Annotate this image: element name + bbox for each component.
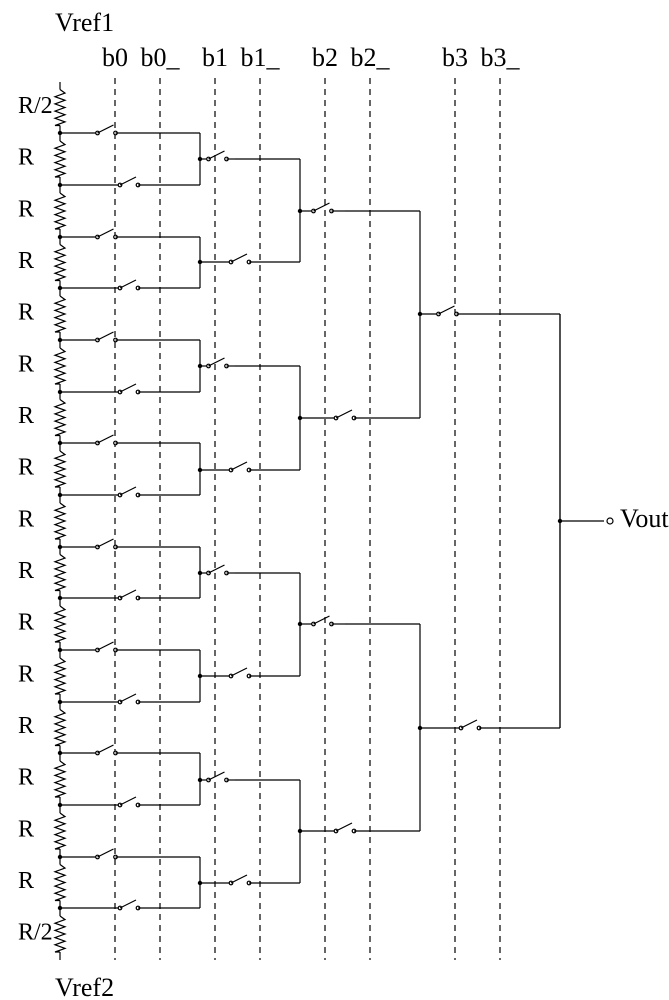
resistor-label: R/2 xyxy=(18,93,53,119)
resistor-label: R xyxy=(18,248,34,274)
resistor-label: R xyxy=(18,558,34,584)
bit-column-label: b2 xyxy=(312,43,338,72)
vout-label: Vout xyxy=(620,504,669,533)
resistor-label: R xyxy=(18,300,34,326)
resistor-label: R xyxy=(18,197,34,223)
vref2-label: Vref2 xyxy=(55,973,114,1000)
resistor-label: R xyxy=(18,817,34,843)
bit-column-label: b1 xyxy=(202,43,228,72)
resistor-label: R xyxy=(18,403,34,429)
resistor-label: R xyxy=(18,352,34,378)
resistor-label: R xyxy=(18,765,34,791)
vout-terminal xyxy=(607,518,613,524)
resistor-label: R xyxy=(18,713,34,739)
bit-column-label: b3_ xyxy=(481,43,521,72)
dac-circuit-diagram: b0b0_b1b1_b2b2_b3b3_Vref1Vref2R/2RRRRRRR… xyxy=(0,0,669,1000)
resistor-label: R xyxy=(18,662,34,688)
bit-column-label: b0_ xyxy=(141,43,181,72)
bit-column-label: b2_ xyxy=(351,43,391,72)
bit-column-label: b3 xyxy=(442,43,468,72)
vref1-label: Vref1 xyxy=(55,8,114,37)
resistor-label: R xyxy=(18,455,34,481)
resistor-label: R xyxy=(18,507,34,533)
bit-column-label: b0 xyxy=(102,43,128,72)
bit-column-label: b1_ xyxy=(241,43,281,72)
resistor-label: R xyxy=(18,868,34,894)
resistor-label: R xyxy=(18,610,34,636)
resistor-label: R/2 xyxy=(18,920,53,946)
resistor-label: R xyxy=(18,145,34,171)
